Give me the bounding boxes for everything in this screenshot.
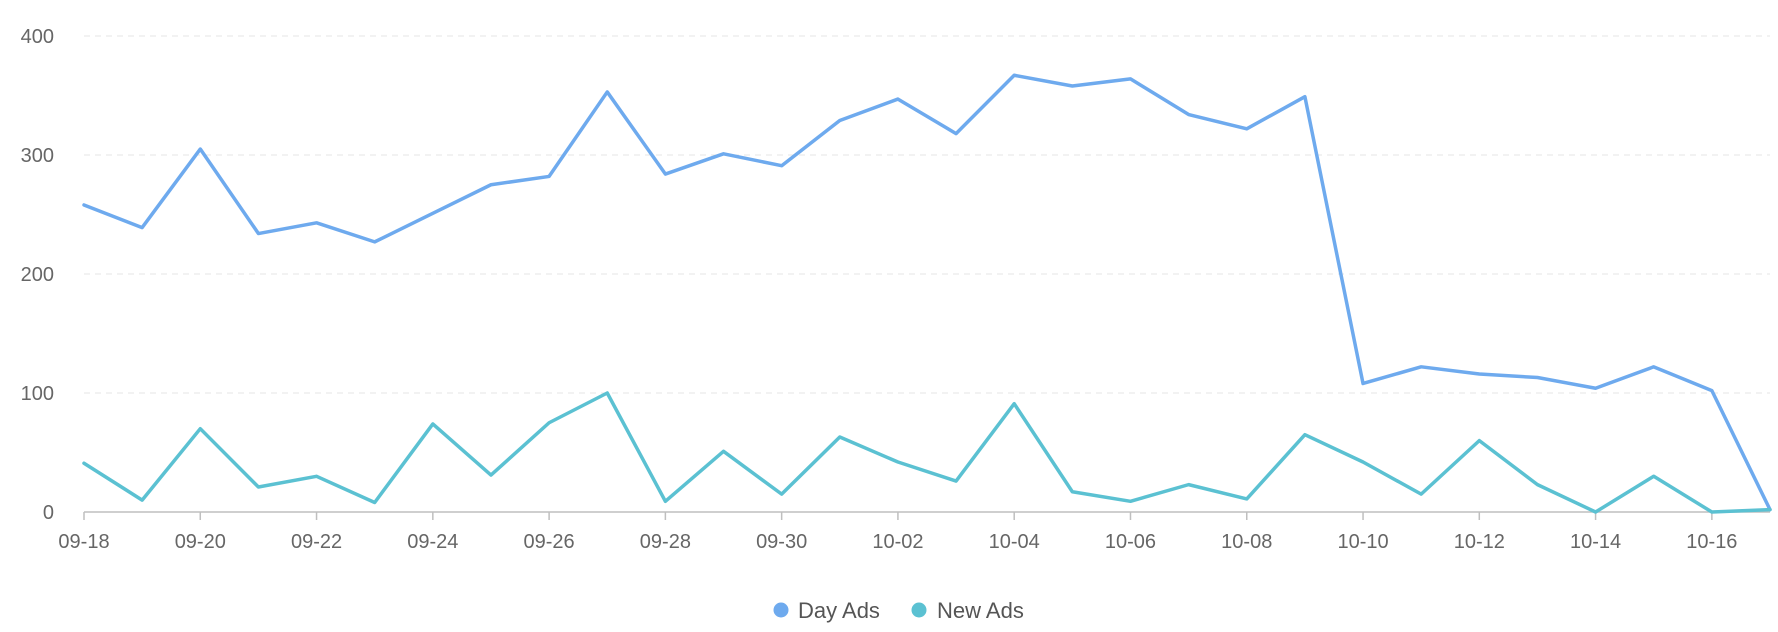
data-point[interactable] bbox=[895, 96, 901, 102]
x-tick-label: 09-18 bbox=[58, 531, 109, 553]
data-point[interactable] bbox=[488, 182, 494, 188]
data-point[interactable] bbox=[372, 239, 378, 245]
x-tick-label: 10-08 bbox=[1221, 531, 1272, 553]
data-point[interactable] bbox=[1360, 459, 1366, 465]
data-point[interactable] bbox=[1011, 72, 1017, 78]
data-point[interactable] bbox=[953, 478, 959, 484]
x-axis-ticks: 09-18 09-20 09-22 09-24 09-26 09-28 09-30 10-02… bbox=[58, 512, 1737, 553]
x-tick-label: 10-14 bbox=[1570, 531, 1621, 553]
data-point[interactable] bbox=[255, 231, 261, 237]
data-point[interactable] bbox=[197, 146, 203, 152]
y-tick-label: 400 bbox=[21, 26, 54, 48]
data-point[interactable] bbox=[430, 421, 436, 427]
data-point[interactable] bbox=[139, 225, 145, 231]
data-point[interactable] bbox=[1418, 364, 1424, 370]
x-tick-label: 09-24 bbox=[407, 531, 458, 553]
x-tick-label: 09-30 bbox=[756, 531, 807, 553]
data-point[interactable] bbox=[1244, 126, 1250, 132]
x-tick-label: 10-04 bbox=[989, 531, 1040, 553]
data-point[interactable] bbox=[1360, 380, 1366, 386]
data-point[interactable] bbox=[255, 484, 261, 490]
legend-item-day-ads[interactable]: Day Ads bbox=[773, 598, 880, 623]
data-point[interactable] bbox=[1476, 371, 1482, 377]
data-point[interactable] bbox=[1069, 489, 1075, 495]
data-point[interactable] bbox=[1593, 509, 1599, 515]
x-tick-label: 10-12 bbox=[1454, 531, 1505, 553]
y-tick-label: 200 bbox=[21, 264, 54, 286]
data-point[interactable] bbox=[1186, 112, 1192, 118]
x-tick-label: 09-26 bbox=[524, 531, 575, 553]
data-point[interactable] bbox=[488, 472, 494, 478]
data-point[interactable] bbox=[1651, 364, 1657, 370]
legend-label: New Ads bbox=[937, 598, 1024, 623]
y-tick-label: 0 bbox=[43, 502, 54, 524]
data-point[interactable] bbox=[662, 171, 668, 177]
legend[interactable]: Day Ads New Ads bbox=[773, 598, 1024, 623]
series-lines bbox=[81, 72, 1773, 515]
data-point[interactable] bbox=[314, 473, 320, 479]
x-tick-label: 09-28 bbox=[640, 531, 691, 553]
data-point[interactable] bbox=[1186, 482, 1192, 488]
x-tick-label: 09-20 bbox=[175, 531, 226, 553]
data-point[interactable] bbox=[1709, 388, 1715, 394]
data-point[interactable] bbox=[372, 499, 378, 505]
x-tick-label: 10-06 bbox=[1105, 531, 1156, 553]
data-point[interactable] bbox=[1302, 432, 1308, 438]
y-tick-label: 100 bbox=[21, 383, 54, 405]
data-point[interactable] bbox=[953, 131, 959, 137]
data-point[interactable] bbox=[837, 434, 843, 440]
data-point[interactable] bbox=[1302, 94, 1308, 100]
data-point[interactable] bbox=[1011, 401, 1017, 407]
data-point[interactable] bbox=[139, 497, 145, 503]
data-point[interactable] bbox=[1127, 76, 1133, 82]
data-point[interactable] bbox=[1418, 491, 1424, 497]
data-point[interactable] bbox=[81, 202, 87, 208]
y-tick-label: 300 bbox=[21, 145, 54, 167]
data-point[interactable] bbox=[779, 163, 785, 169]
data-point[interactable] bbox=[1593, 385, 1599, 391]
data-point[interactable] bbox=[1651, 473, 1657, 479]
data-point[interactable] bbox=[1534, 482, 1540, 488]
data-point[interactable] bbox=[314, 220, 320, 226]
legend-item-new-ads[interactable]: New Ads bbox=[911, 598, 1024, 623]
series-line-new-ads[interactable] bbox=[82, 391, 1772, 514]
data-point[interactable] bbox=[721, 151, 727, 157]
data-point[interactable] bbox=[837, 117, 843, 123]
data-point[interactable] bbox=[895, 459, 901, 465]
data-point[interactable] bbox=[1069, 83, 1075, 89]
data-point[interactable] bbox=[604, 89, 610, 95]
legend-label: Day Ads bbox=[798, 598, 880, 623]
data-point[interactable] bbox=[197, 426, 203, 432]
data-point[interactable] bbox=[779, 491, 785, 497]
data-point[interactable] bbox=[604, 390, 610, 396]
data-point[interactable] bbox=[662, 498, 668, 504]
series-line-day-ads[interactable] bbox=[82, 73, 1772, 512]
legend-marker bbox=[911, 602, 927, 618]
data-point[interactable] bbox=[1709, 509, 1715, 515]
x-tick-label: 10-02 bbox=[872, 531, 923, 553]
y-axis-ticks: 0 100 200 300 400 bbox=[21, 26, 54, 524]
x-tick-label: 09-22 bbox=[291, 531, 342, 553]
data-point[interactable] bbox=[1127, 498, 1133, 504]
data-point[interactable] bbox=[1476, 438, 1482, 444]
data-point[interactable] bbox=[1767, 507, 1773, 513]
data-point[interactable] bbox=[546, 420, 552, 426]
legend-marker bbox=[773, 602, 789, 618]
data-point[interactable] bbox=[1534, 375, 1540, 381]
data-point[interactable] bbox=[546, 173, 552, 179]
x-tick-label: 10-16 bbox=[1686, 531, 1737, 553]
grid-lines bbox=[84, 35, 1770, 394]
data-point[interactable] bbox=[721, 448, 727, 454]
data-point[interactable] bbox=[81, 460, 87, 466]
x-tick-label: 10-10 bbox=[1337, 531, 1388, 553]
data-point[interactable] bbox=[430, 210, 436, 216]
data-point[interactable] bbox=[1244, 496, 1250, 502]
